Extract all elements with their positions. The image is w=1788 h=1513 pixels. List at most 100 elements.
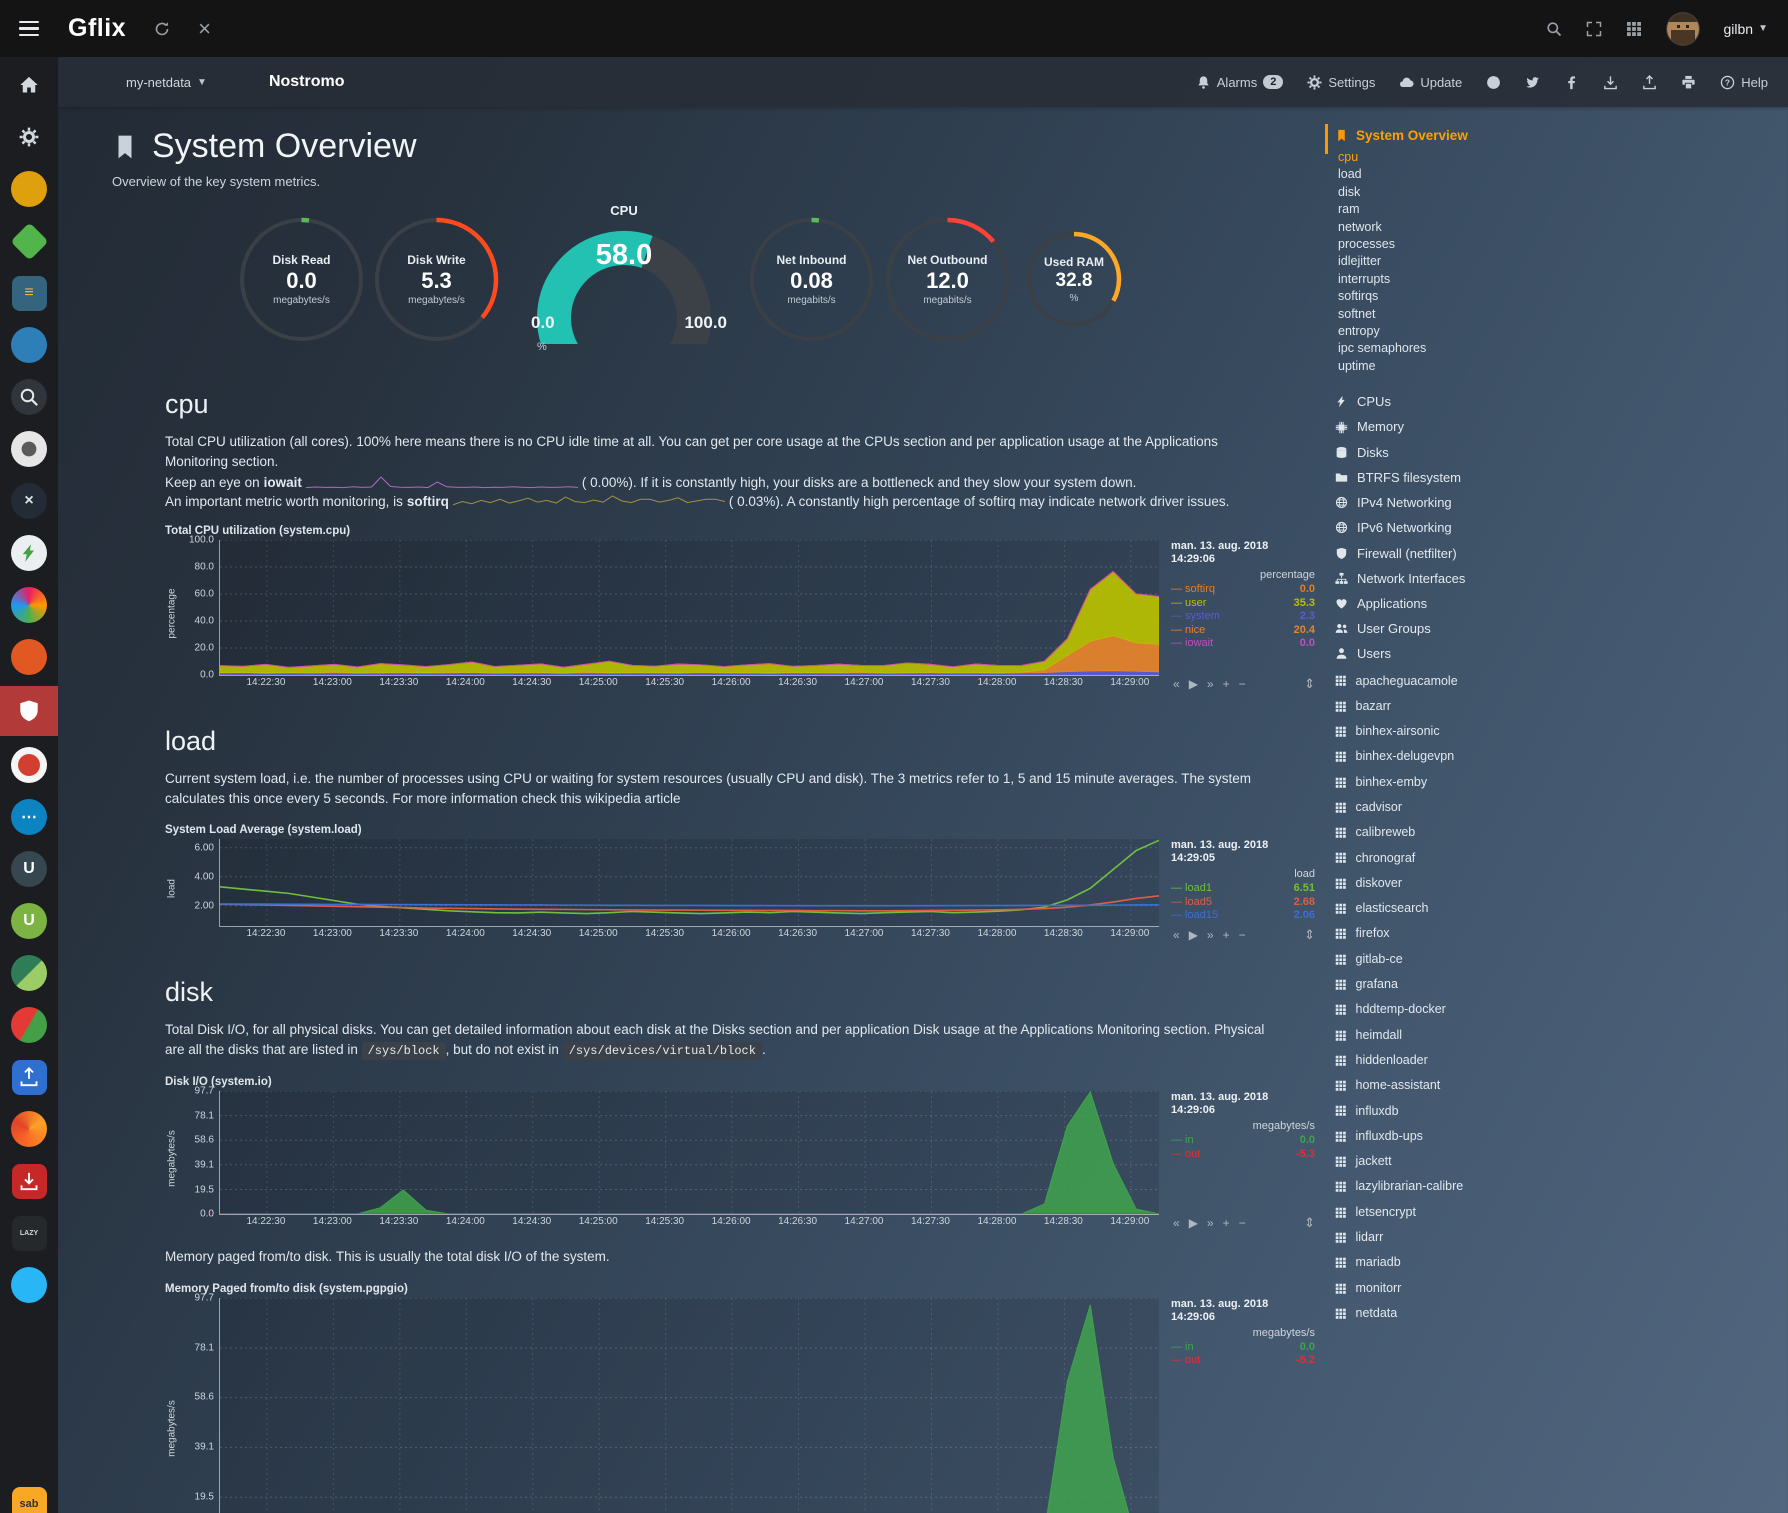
menu-item-binhex-emby[interactable]: binhex-emby xyxy=(1335,770,1760,795)
chart-resize-handle[interactable]: ⇕ xyxy=(1304,676,1315,692)
menu-item-processes[interactable]: processes xyxy=(1338,237,1395,252)
menu-item-firewall-netfilter-[interactable]: Firewall (netfilter) xyxy=(1335,541,1760,566)
menu-item-mariadb[interactable]: mariadb xyxy=(1335,1250,1760,1275)
rail-app-duplicati[interactable] xyxy=(0,1262,58,1308)
memory-paged-chart-plot[interactable] xyxy=(219,1297,1159,1513)
update-button[interactable]: Update xyxy=(1399,75,1462,90)
menu-item-ram[interactable]: ram xyxy=(1338,202,1360,217)
menu-item-idlejitter[interactable]: idlejitter xyxy=(1338,254,1382,269)
rail-app-library[interactable]: ≡ xyxy=(0,270,58,316)
menu-item-chronograf[interactable]: chronograf xyxy=(1335,846,1760,871)
rail-app-filebrowser[interactable] xyxy=(0,1054,58,1100)
load-chart-plot[interactable] xyxy=(219,839,1160,928)
menu-item-memory[interactable]: Memory xyxy=(1335,414,1760,439)
rail-app-sabnzbd[interactable]: sab xyxy=(0,1481,58,1513)
menu-item-netdata[interactable]: netdata xyxy=(1335,1301,1760,1326)
menu-item-disk[interactable]: disk xyxy=(1338,184,1361,199)
menu-item-cadvisor[interactable]: cadvisor xyxy=(1335,795,1760,820)
avatar[interactable] xyxy=(1665,11,1700,46)
menu-item-firefox[interactable]: firefox xyxy=(1335,921,1760,946)
rail-app-radarr[interactable] xyxy=(0,426,58,472)
rail-app-downloader[interactable] xyxy=(0,1158,58,1204)
menu-item-btrfs-filesystem[interactable]: BTRFS filesystem xyxy=(1335,465,1760,490)
user-menu[interactable]: gilbn ▼ xyxy=(1723,20,1769,37)
rail-app-airsonic[interactable] xyxy=(0,322,58,368)
refresh-icon[interactable] xyxy=(154,21,170,37)
fullscreen-icon[interactable] xyxy=(1586,21,1602,37)
softirq-sparkline[interactable] xyxy=(452,493,725,509)
menu-item-softnet[interactable]: softnet xyxy=(1338,306,1376,321)
rail-app-pills[interactable] xyxy=(0,1002,58,1048)
legend-item-in[interactable]: — in 0.0 xyxy=(1171,1340,1315,1353)
rail-app-ubooquity-2[interactable]: U xyxy=(0,898,58,944)
twitter-button[interactable] xyxy=(1525,75,1540,90)
used-ram-gauge[interactable]: Used RAM 32.8% xyxy=(1026,231,1122,327)
menu-item-system-overview[interactable]: System Overview xyxy=(1320,124,1760,154)
rail-home[interactable] xyxy=(0,62,58,108)
github-button[interactable] xyxy=(1486,75,1501,90)
rail-app-jdownloader[interactable] xyxy=(0,742,58,788)
menu-item-network[interactable]: network xyxy=(1338,219,1382,234)
menu-item-elasticsearch[interactable]: elasticsearch xyxy=(1335,896,1760,921)
menu-item-user-groups[interactable]: User Groups xyxy=(1335,616,1760,641)
chart-zoom-out-button[interactable]: − xyxy=(1238,677,1246,692)
help-button[interactable]: Help xyxy=(1720,75,1768,90)
apps-grid-icon[interactable] xyxy=(1626,21,1642,37)
menu-item-network-interfaces[interactable]: Network Interfaces xyxy=(1335,566,1760,591)
chart-zoom-out-button[interactable]: − xyxy=(1238,928,1246,943)
chart-zoom-in-button[interactable]: + xyxy=(1222,677,1230,692)
menu-item-home-assistant[interactable]: home-assistant xyxy=(1335,1073,1760,1098)
menu-item-influxdb[interactable]: influxdb xyxy=(1335,1099,1760,1124)
rail-app-grafana[interactable] xyxy=(0,582,58,628)
chart-resize-handle[interactable]: ⇕ xyxy=(1304,927,1315,943)
cpu-chart-plot[interactable] xyxy=(219,539,1160,677)
rail-app-lazylibrarian[interactable]: LAZY xyxy=(0,1210,58,1256)
menu-item-bazarr[interactable]: bazarr xyxy=(1335,694,1760,719)
hamburger-menu-icon[interactable] xyxy=(0,0,58,57)
search-icon[interactable] xyxy=(1546,21,1562,37)
menu-item-jackett[interactable]: jackett xyxy=(1335,1149,1760,1174)
disk-chart-plot[interactable] xyxy=(219,1090,1160,1216)
menu-item-ipv4-networking[interactable]: IPv4 Networking xyxy=(1335,490,1760,515)
menu-item-heimdall[interactable]: heimdall xyxy=(1335,1023,1760,1048)
chart-pan-right-button[interactable]: » xyxy=(1206,1216,1214,1231)
menu-item-binhex-delugevpn[interactable]: binhex-delugevpn xyxy=(1335,744,1760,769)
chart-resize-handle[interactable]: ⇕ xyxy=(1304,1215,1315,1231)
rail-app-qbittorrent[interactable]: × xyxy=(0,478,58,524)
legend-item-iowait[interactable]: — iowait 0.0 xyxy=(1171,637,1315,650)
menu-item-ipv6-networking[interactable]: IPv6 Networking xyxy=(1335,515,1760,540)
rail-app-tautulli[interactable] xyxy=(0,166,58,212)
host-dropdown[interactable]: my-netdata ▼ xyxy=(126,74,207,90)
rail-app-librenms[interactable] xyxy=(0,950,58,996)
net-outbound-gauge[interactable]: Net Outbound 12.0 megabits/s xyxy=(885,217,1010,342)
export-button[interactable] xyxy=(1642,75,1657,90)
legend-item-out[interactable]: — out -5.2 xyxy=(1171,1354,1315,1367)
menu-item-apacheguacamole[interactable]: apacheguacamole xyxy=(1335,669,1760,694)
legend-item-out[interactable]: — out -5.3 xyxy=(1171,1147,1315,1160)
menu-item-hddtemp-docker[interactable]: hddtemp-docker xyxy=(1335,997,1760,1022)
rail-settings[interactable] xyxy=(0,114,58,160)
menu-item-interrupts[interactable]: interrupts xyxy=(1338,271,1391,286)
settings-button[interactable]: Settings xyxy=(1307,74,1375,90)
menu-item-binhex-airsonic[interactable]: binhex-airsonic xyxy=(1335,719,1760,744)
net-inbound-gauge[interactable]: Net Inbound 0.08 megabits/s xyxy=(749,217,874,342)
import-button[interactable] xyxy=(1603,75,1618,90)
chart-play-button[interactable]: ▶ xyxy=(1188,677,1198,692)
menu-item-lazylibrarian-calibre[interactable]: lazylibrarian-calibre xyxy=(1335,1174,1760,1199)
cpu-gauge[interactable]: CPU 58.0 0.0 100.0 % xyxy=(531,203,727,353)
menu-item-cpus[interactable]: CPUs xyxy=(1335,389,1760,414)
rail-app-nextcloud[interactable]: ⋯ xyxy=(0,794,58,840)
legend-item-load1[interactable]: — load1 6.51 xyxy=(1171,882,1315,895)
chart-pan-left-button[interactable]: « xyxy=(1173,928,1180,943)
menu-item-entropy[interactable]: entropy xyxy=(1338,324,1380,339)
chart-play-button[interactable]: ▶ xyxy=(1188,928,1198,943)
menu-item-cpu[interactable]: cpu xyxy=(1338,150,1359,164)
rail-app-ubooquity[interactable]: U xyxy=(0,846,58,892)
legend-item-softirq[interactable]: — softirq 0.0 xyxy=(1171,583,1315,596)
chart-pan-left-button[interactable]: « xyxy=(1173,1216,1180,1231)
menu-item-calibreweb[interactable]: calibreweb xyxy=(1335,820,1760,845)
rail-app-monitorr[interactable] xyxy=(0,634,58,680)
menu-item-disks[interactable]: Disks xyxy=(1335,440,1760,465)
chart-pan-left-button[interactable]: « xyxy=(1173,677,1180,692)
chart-pan-right-button[interactable]: » xyxy=(1206,677,1214,692)
